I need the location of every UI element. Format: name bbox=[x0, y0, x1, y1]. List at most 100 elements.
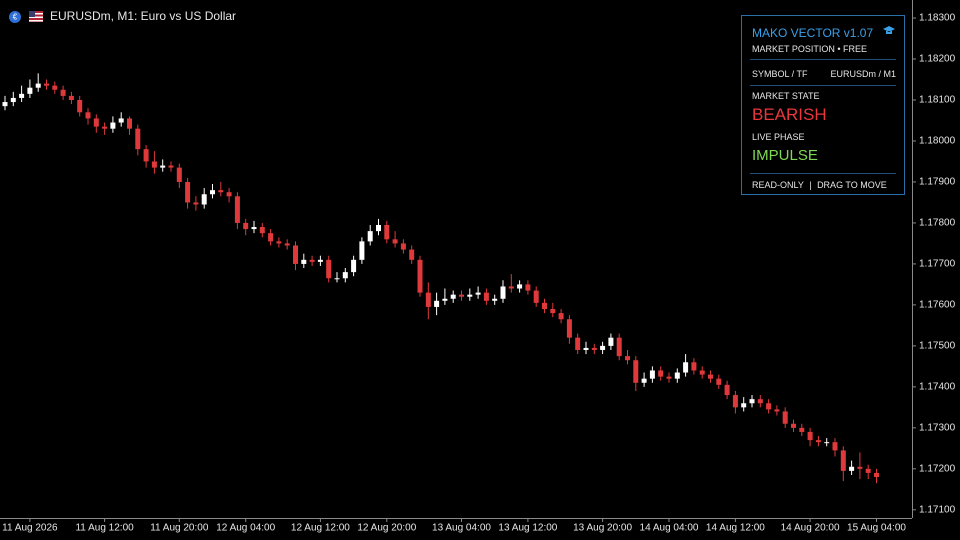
header: € EURUSDm, M1: Euro vs US Dollar bbox=[9, 9, 236, 23]
x-tick-label: 11 Aug 2026 bbox=[2, 523, 58, 534]
candle-body bbox=[60, 89, 66, 96]
candle-body bbox=[575, 337, 581, 350]
candle-body bbox=[160, 165, 166, 168]
candle-body bbox=[384, 224, 390, 240]
candle-body bbox=[135, 128, 141, 150]
candle-body bbox=[10, 97, 16, 103]
candle-body bbox=[732, 395, 738, 408]
candle-body bbox=[367, 231, 373, 242]
candle-body bbox=[459, 294, 464, 297]
y-tick-label: 1.17200 bbox=[919, 463, 956, 474]
candle-body bbox=[218, 190, 224, 193]
y-tick-label: 1.17400 bbox=[919, 382, 956, 393]
candle-body bbox=[757, 399, 763, 404]
symbol-title: EURUSDm, M1: Euro vs US Dollar bbox=[50, 9, 236, 23]
candle-body bbox=[284, 243, 290, 246]
candle-body bbox=[434, 300, 440, 307]
candle-body bbox=[259, 227, 265, 234]
candle-body bbox=[791, 423, 796, 428]
panel-icon bbox=[883, 26, 895, 34]
candle-body bbox=[226, 192, 232, 197]
candle-body bbox=[417, 259, 423, 293]
candle-body bbox=[342, 272, 348, 279]
phase-value: IMPULSE bbox=[752, 147, 818, 164]
candle-body bbox=[824, 442, 830, 444]
candle-body bbox=[766, 403, 772, 410]
candle-body bbox=[168, 165, 174, 168]
footer-sep: | bbox=[809, 180, 812, 190]
candle-body bbox=[243, 222, 249, 230]
y-tick-label: 1.18300 bbox=[919, 13, 956, 24]
candle-body bbox=[102, 126, 108, 129]
symbol-label: SYMBOL / TF bbox=[752, 69, 808, 79]
candle-body bbox=[425, 292, 431, 307]
currency-icon bbox=[9, 11, 21, 23]
x-tick-label: 14 Aug 12:00 bbox=[706, 523, 765, 534]
x-tick-label: 13 Aug 04:00 bbox=[432, 523, 491, 534]
y-tick-label: 1.17600 bbox=[919, 300, 956, 311]
info-panel[interactable]: MAKO VECTOR v1.07 MARKET POSITION • FREE… bbox=[741, 15, 905, 195]
y-tick-label: 1.17500 bbox=[919, 341, 956, 352]
symbol-value: EURUSDm / M1 bbox=[830, 69, 896, 79]
candle-body bbox=[583, 347, 589, 350]
y-tick-label: 1.18000 bbox=[919, 136, 956, 147]
candle-body bbox=[110, 122, 116, 129]
phase-label: LIVE PHASE bbox=[752, 132, 805, 142]
state-label: MARKET STATE bbox=[752, 91, 820, 101]
candle-body bbox=[608, 337, 614, 346]
candle-body bbox=[508, 286, 514, 289]
candle-body bbox=[625, 356, 630, 361]
candle-body bbox=[683, 362, 689, 373]
candle-body bbox=[118, 118, 124, 123]
candle-body bbox=[151, 161, 157, 168]
candle-body bbox=[849, 466, 855, 471]
candle-body bbox=[334, 278, 340, 280]
candle-body bbox=[691, 362, 697, 371]
candle-body bbox=[674, 372, 680, 379]
candle-body bbox=[143, 149, 149, 162]
y-tick-label: 1.18200 bbox=[919, 54, 956, 65]
candle-body bbox=[450, 294, 456, 299]
y-tick-label: 1.18100 bbox=[919, 95, 956, 106]
currency-icon-glyph: € bbox=[13, 13, 18, 22]
candle-body bbox=[2, 102, 8, 107]
candle-body bbox=[699, 370, 705, 375]
candle-body bbox=[542, 302, 547, 309]
x-tick-label: 15 Aug 04:00 bbox=[847, 523, 906, 534]
candle-body bbox=[483, 292, 489, 301]
x-tick-label: 14 Aug 04:00 bbox=[640, 523, 699, 534]
candle-body bbox=[533, 290, 539, 303]
y-tick-label: 1.17300 bbox=[919, 422, 956, 433]
candle-body bbox=[210, 190, 215, 195]
candle-body bbox=[35, 83, 41, 88]
candle-body bbox=[558, 313, 564, 320]
candle-body bbox=[475, 292, 481, 295]
state-value: BEARISH bbox=[752, 105, 827, 124]
candle-body bbox=[616, 337, 622, 357]
y-tick-label: 1.17100 bbox=[919, 504, 956, 515]
candle-body bbox=[865, 468, 871, 473]
candle-body bbox=[309, 259, 315, 262]
y-tick-label: 1.17800 bbox=[919, 218, 956, 229]
x-tick-label: 11 Aug 12:00 bbox=[75, 523, 134, 534]
candle-body bbox=[815, 440, 821, 443]
flag-stripe bbox=[29, 16, 43, 18]
candle-body bbox=[351, 259, 357, 273]
candle-body bbox=[409, 249, 415, 260]
candle-body bbox=[201, 194, 207, 205]
candle-body bbox=[400, 243, 406, 250]
separator bbox=[750, 173, 896, 174]
candle-body bbox=[525, 284, 531, 291]
candle-body bbox=[591, 347, 597, 350]
candle-body bbox=[77, 99, 83, 113]
candle-body bbox=[68, 95, 74, 100]
candle-body bbox=[251, 227, 257, 230]
candle-body bbox=[492, 298, 498, 301]
separator bbox=[750, 85, 896, 86]
candle-body bbox=[326, 259, 332, 279]
candle-body bbox=[19, 93, 25, 98]
x-tick-label: 12 Aug 20:00 bbox=[357, 523, 416, 534]
candle-body bbox=[27, 87, 33, 94]
panel-footer: READ-ONLY | DRAG TO MOVE bbox=[752, 180, 887, 190]
